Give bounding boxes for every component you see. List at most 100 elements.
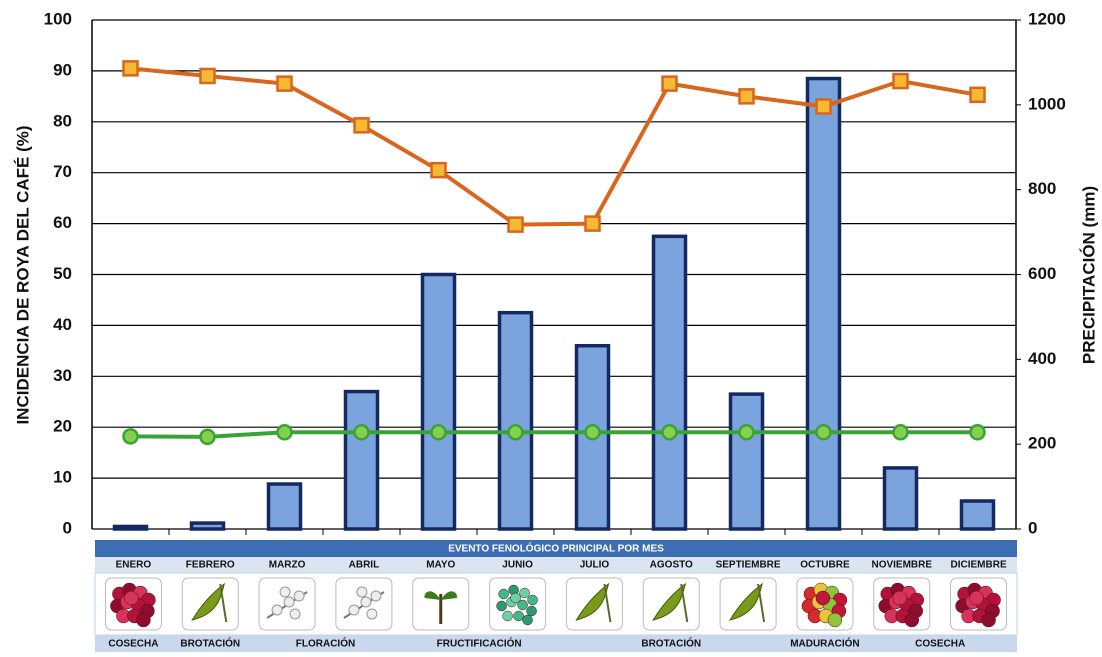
month-label: NOVIEMBRE <box>871 560 932 571</box>
stage-label: FRUCTIFICACIÓN <box>437 637 522 650</box>
phenology-icon <box>873 577 931 631</box>
y-tick-label: 30 <box>53 366 72 385</box>
stage-label: BROTACIÓN <box>180 637 240 650</box>
berry <box>522 614 533 626</box>
month-label: SEPTIEMBRE <box>716 560 781 571</box>
y-axis-title: INCIDENCIA DE ROYA DEL CAFÉ (%) <box>13 125 32 424</box>
petal <box>289 608 301 620</box>
stem <box>680 583 689 623</box>
marker <box>507 216 524 233</box>
bar <box>651 234 688 531</box>
marker <box>815 98 832 115</box>
stage-row <box>95 635 1017 652</box>
marker <box>430 161 447 179</box>
y-tick-label: 90 <box>53 60 72 79</box>
stem <box>757 583 766 623</box>
marker <box>122 428 139 445</box>
phenology-icon <box>642 577 700 631</box>
petal <box>360 596 372 608</box>
berry <box>517 599 528 611</box>
stem <box>219 583 228 623</box>
stage-label: COSECHA <box>915 639 965 650</box>
petal <box>279 586 291 598</box>
month-label: FEBRERO <box>186 560 235 571</box>
month-label: MAYO <box>426 560 455 571</box>
image-row <box>94 572 1018 636</box>
phenology-icon <box>258 577 316 631</box>
marker <box>507 424 524 441</box>
berry <box>502 610 513 622</box>
y2-tick-label: 1000 <box>1028 94 1066 113</box>
marker <box>738 424 755 441</box>
month-label: ENERO <box>116 560 152 571</box>
phenology-icon <box>489 577 547 631</box>
berry <box>827 612 843 628</box>
stage-label: BROTACIÓN <box>641 637 701 650</box>
marker <box>122 60 139 77</box>
stage-label: MADURACIÓN <box>790 637 859 650</box>
marker <box>584 215 601 232</box>
marker <box>199 428 216 446</box>
phenology-icon <box>412 577 470 631</box>
berry <box>526 605 537 617</box>
petal <box>293 590 305 602</box>
petal <box>366 608 378 620</box>
phenology-icon <box>796 577 854 631</box>
y2-tick-label: 200 <box>1028 434 1056 453</box>
bar <box>497 310 534 531</box>
petal <box>283 596 295 608</box>
berry <box>124 590 139 606</box>
leaf <box>191 582 226 621</box>
bar <box>882 466 919 531</box>
marker <box>969 424 986 441</box>
phenology-icon <box>104 577 162 631</box>
bar <box>343 389 380 531</box>
phenology-icon <box>181 577 239 631</box>
petal <box>370 590 382 602</box>
bar <box>959 499 996 531</box>
berry <box>496 600 507 612</box>
marker <box>738 88 755 105</box>
y-tick-label: 60 <box>53 213 72 232</box>
marker <box>430 424 447 441</box>
y-tick-label: 20 <box>53 417 72 436</box>
month-label: AGOSTO <box>650 560 693 571</box>
phenology-icon <box>335 577 393 631</box>
marker <box>661 75 678 92</box>
y-tick-label: 70 <box>53 162 72 181</box>
berry <box>136 612 151 628</box>
y2-tick-label: 400 <box>1028 349 1056 368</box>
month-label: OCTUBRE <box>800 560 850 571</box>
y2-tick-label: 1200 <box>1028 9 1066 28</box>
month-label: JULIO <box>580 560 610 571</box>
y-tick-label: 80 <box>53 111 72 130</box>
stage-label: FLORACIÓN <box>296 637 355 650</box>
berry <box>513 610 524 622</box>
y-tick-label: 10 <box>53 468 72 487</box>
marker <box>276 75 293 92</box>
phenology-icon <box>565 577 623 631</box>
line <box>130 66 978 227</box>
bar <box>112 524 149 531</box>
bar <box>420 272 457 531</box>
phenology-header <box>95 540 1017 557</box>
berry <box>892 590 907 606</box>
berry <box>519 587 530 599</box>
leaf <box>652 582 687 621</box>
marker <box>892 424 909 441</box>
berry <box>969 590 984 606</box>
month-label: DICIEMBRE <box>951 560 1007 571</box>
petal <box>271 604 283 616</box>
phenology-icon <box>950 577 1008 631</box>
month-row <box>95 557 1017 573</box>
leaf <box>575 582 610 621</box>
month-label: ABRIL <box>349 560 380 571</box>
berry <box>527 594 538 606</box>
marker <box>353 424 370 441</box>
berry <box>904 612 919 628</box>
marker <box>199 67 216 85</box>
y2-tick-label: 0 <box>1028 518 1037 537</box>
leaf <box>729 582 763 621</box>
marker <box>969 86 986 104</box>
